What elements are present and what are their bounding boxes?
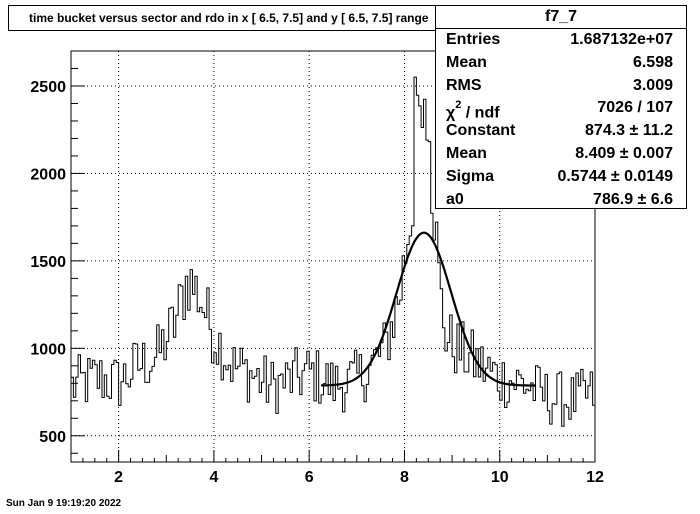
stats-row-entries: Entries 1.687132e+07	[436, 29, 686, 52]
x-tick-label: 12	[586, 469, 604, 486]
stats-row-chi2: χ2 / ndf 7026 / 107	[436, 97, 686, 121]
x-tick-label: 6	[305, 469, 314, 486]
chi-superscript: 2	[455, 99, 462, 112]
y-axis: 500 1000 1500 2000 2500	[30, 50, 85, 454]
stats-label: a0	[446, 190, 464, 208]
plot-title: time bucket versus sector and rdo in x […	[8, 5, 498, 31]
x-tick-label: 8	[400, 469, 409, 486]
x-axis: 2 4 6 8 10 12	[70, 450, 604, 486]
stats-label: Sigma	[446, 167, 495, 185]
stats-value: 0.5744 ± 0.0149	[557, 167, 673, 185]
stats-value: 6.598	[632, 53, 673, 71]
y-tick-label: 2500	[30, 79, 66, 96]
stats-label: Entries	[446, 31, 501, 48]
histogram-bins	[71, 76, 595, 427]
y-tick-label: 1500	[30, 254, 66, 271]
chi-symbol: χ	[446, 104, 456, 122]
fit-curve	[321, 231, 536, 387]
timestamp: Sun Jan 9 19:19:20 2022	[6, 498, 122, 509]
ndf-label: / ndf	[461, 104, 500, 122]
stats-value: 1.687132e+07	[570, 31, 673, 48]
stats-row-fit-mean: Mean 8.409 ± 0.007	[436, 143, 686, 166]
stats-row-mean: Mean 6.598	[436, 52, 686, 75]
stats-label: Mean	[446, 144, 487, 162]
stats-label: χ2 / ndf	[446, 97, 500, 125]
stats-value: 3.009	[632, 76, 673, 94]
y-tick-label: 500	[39, 429, 66, 446]
x-tick-label: 4	[209, 469, 218, 486]
plot-title-text: time bucket versus sector and rdo in x […	[29, 11, 429, 25]
y-tick-label: 1000	[30, 341, 66, 358]
histogram-series	[71, 76, 595, 427]
stats-value: 874.3 ± 11.2	[585, 122, 673, 140]
stats-row-rms: RMS 3.009	[436, 75, 686, 98]
stats-row-a0: a0 786.9 ± 6.6	[436, 189, 686, 212]
x-tick-label: 10	[491, 469, 509, 486]
stats-value: 786.9 ± 6.6	[593, 190, 673, 208]
stats-label: Constant	[446, 122, 516, 140]
y-tick-label: 2000	[30, 166, 66, 183]
stats-label: RMS	[446, 76, 482, 94]
x-tick-label: 2	[114, 469, 123, 486]
stats-histogram-name: f7_7	[436, 6, 686, 29]
stats-label: Mean	[446, 53, 487, 71]
stats-row-sigma: Sigma 0.5744 ± 0.0149	[436, 166, 686, 189]
stats-value: 7026 / 107	[597, 99, 673, 117]
stats-box: f7_7 Entries 1.687132e+07 Mean 6.598 RMS…	[435, 5, 687, 209]
stats-row-constant: Constant 874.3 ± 11.2	[436, 120, 686, 143]
stats-value: 8.409 ± 0.007	[575, 144, 673, 162]
